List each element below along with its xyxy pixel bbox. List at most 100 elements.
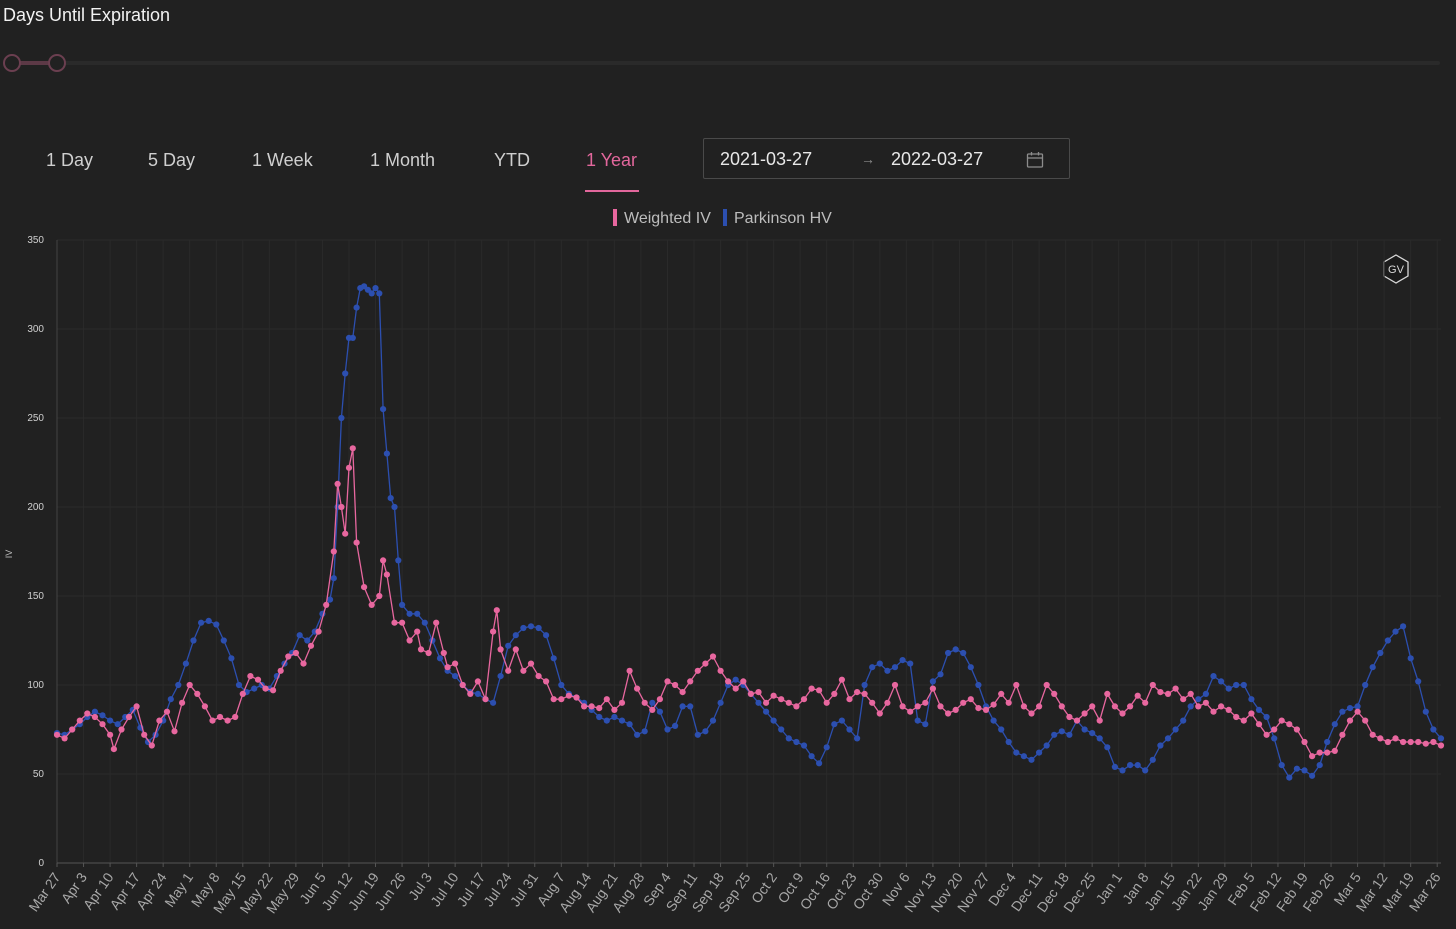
data-point-weighted-iv bbox=[967, 696, 974, 703]
data-point-parkinson-hv bbox=[649, 699, 656, 706]
data-point-weighted-iv bbox=[118, 726, 125, 733]
data-point-parkinson-hv bbox=[251, 685, 258, 692]
data-point-parkinson-hv bbox=[558, 681, 565, 689]
data-point-weighted-iv bbox=[1324, 749, 1331, 756]
data-point-weighted-iv bbox=[672, 681, 679, 689]
dte-range-slider[interactable] bbox=[0, 53, 1440, 73]
legend-item-parkinson-hv[interactable]: Parkinson HV bbox=[723, 209, 832, 228]
data-point-parkinson-hv bbox=[1437, 735, 1445, 742]
data-point-weighted-iv bbox=[459, 681, 466, 689]
data-point-parkinson-hv bbox=[1051, 731, 1058, 738]
data-point-parkinson-hv bbox=[846, 726, 853, 733]
data-point-weighted-iv bbox=[1020, 703, 1027, 710]
slider-handle-min[interactable] bbox=[3, 54, 21, 72]
data-point-weighted-iv bbox=[232, 713, 239, 721]
data-point-parkinson-hv bbox=[1149, 756, 1156, 763]
data-point-weighted-iv bbox=[1013, 681, 1020, 689]
data-point-parkinson-hv bbox=[1066, 731, 1073, 738]
data-point-parkinson-hv bbox=[854, 735, 861, 742]
data-point-weighted-iv bbox=[1218, 703, 1225, 710]
date-range-picker[interactable]: 2021-03-27 → 2022-03-27 bbox=[703, 138, 1070, 179]
data-point-parkinson-hv bbox=[1407, 655, 1414, 662]
data-point-weighted-iv bbox=[975, 705, 982, 712]
data-point-weighted-iv bbox=[990, 701, 997, 708]
data-point-parkinson-hv bbox=[618, 717, 626, 724]
end-date-input[interactable]: 2022-03-27 bbox=[891, 149, 984, 169]
data-point-parkinson-hv bbox=[717, 699, 724, 706]
data-point-parkinson-hv bbox=[1202, 690, 1209, 697]
data-point-parkinson-hv bbox=[876, 660, 883, 667]
data-point-parkinson-hv bbox=[512, 632, 519, 639]
slider-rail[interactable] bbox=[4, 61, 1440, 65]
data-point-parkinson-hv bbox=[1324, 738, 1331, 746]
data-point-parkinson-hv bbox=[1293, 765, 1300, 772]
legend-label-parkinson-hv: Parkinson HV bbox=[734, 210, 832, 227]
tab-ytd[interactable]: YTD bbox=[494, 150, 530, 170]
data-point-parkinson-hv bbox=[1384, 637, 1391, 644]
data-point-parkinson-hv bbox=[380, 406, 387, 413]
data-point-parkinson-hv bbox=[1195, 696, 1202, 703]
data-point-weighted-iv bbox=[747, 690, 755, 697]
data-point-weighted-iv bbox=[345, 464, 353, 471]
data-point-weighted-iv bbox=[1149, 681, 1156, 689]
tab-1-week[interactable]: 1 Week bbox=[252, 150, 313, 170]
data-point-parkinson-hv bbox=[235, 681, 243, 689]
data-point-weighted-iv bbox=[292, 649, 299, 657]
data-point-weighted-iv bbox=[1111, 703, 1118, 710]
x-tick-label: Jul 31 bbox=[507, 869, 542, 909]
data-point-weighted-iv bbox=[425, 649, 432, 657]
data-point-weighted-iv bbox=[239, 690, 246, 697]
data-point-parkinson-hv bbox=[399, 601, 406, 608]
data-point-parkinson-hv bbox=[338, 414, 345, 422]
start-date-input[interactable]: 2021-03-27 bbox=[720, 149, 813, 169]
data-point-weighted-iv bbox=[399, 619, 406, 626]
data-point-parkinson-hv bbox=[679, 703, 686, 710]
data-point-parkinson-hv bbox=[414, 610, 421, 617]
range-separator: → bbox=[861, 151, 875, 167]
data-point-parkinson-hv bbox=[838, 717, 846, 724]
slider-handle-max[interactable] bbox=[48, 54, 66, 72]
tab-1-day[interactable]: 1 Day bbox=[46, 150, 94, 170]
data-point-parkinson-hv bbox=[641, 728, 648, 735]
tab-5-day[interactable]: 5 Day bbox=[148, 150, 196, 170]
data-point-parkinson-hv bbox=[349, 334, 356, 341]
data-point-parkinson-hv bbox=[550, 655, 557, 662]
data-point-parkinson-hv bbox=[1377, 649, 1384, 657]
data-point-weighted-iv bbox=[1058, 703, 1065, 710]
data-point-weighted-iv bbox=[1172, 685, 1179, 692]
calendar-icon[interactable] bbox=[1026, 151, 1044, 174]
data-point-weighted-iv bbox=[679, 689, 686, 696]
data-point-parkinson-hv bbox=[167, 696, 174, 703]
data-point-weighted-iv bbox=[383, 571, 390, 578]
data-point-parkinson-hv bbox=[732, 676, 739, 683]
data-point-weighted-iv bbox=[1187, 690, 1194, 697]
data-point-weighted-iv bbox=[1096, 717, 1103, 724]
tab-1-year[interactable]: 1 Year bbox=[586, 150, 638, 170]
legend-swatch-parkinson-hv bbox=[723, 209, 727, 226]
data-point-weighted-iv bbox=[482, 696, 489, 703]
data-point-parkinson-hv bbox=[296, 632, 303, 639]
data-point-weighted-iv bbox=[148, 742, 155, 749]
data-point-weighted-iv bbox=[194, 690, 201, 697]
data-point-parkinson-hv bbox=[1339, 708, 1346, 715]
data-point-weighted-iv bbox=[709, 653, 717, 660]
data-point-parkinson-hv bbox=[596, 713, 603, 721]
data-point-parkinson-hv bbox=[1286, 774, 1293, 781]
data-point-parkinson-hv bbox=[770, 717, 777, 724]
data-point-weighted-iv bbox=[1233, 713, 1240, 721]
data-point-parkinson-hv bbox=[1058, 728, 1065, 735]
data-point-parkinson-hv bbox=[1422, 708, 1429, 715]
data-point-parkinson-hv bbox=[1415, 678, 1422, 685]
data-point-weighted-iv bbox=[535, 673, 542, 680]
data-point-weighted-iv bbox=[778, 696, 785, 703]
tab-1-month[interactable]: 1 Month bbox=[370, 150, 436, 170]
data-point-parkinson-hv bbox=[190, 637, 197, 644]
data-point-weighted-iv bbox=[922, 699, 929, 706]
data-point-weighted-iv bbox=[156, 717, 163, 724]
data-point-parkinson-hv bbox=[952, 646, 959, 653]
legend-item-weighted-iv[interactable]: Weighted IV bbox=[613, 209, 711, 228]
data-point-parkinson-hv bbox=[869, 664, 876, 671]
data-point-weighted-iv bbox=[1248, 710, 1255, 717]
data-point-weighted-iv bbox=[1400, 738, 1407, 746]
